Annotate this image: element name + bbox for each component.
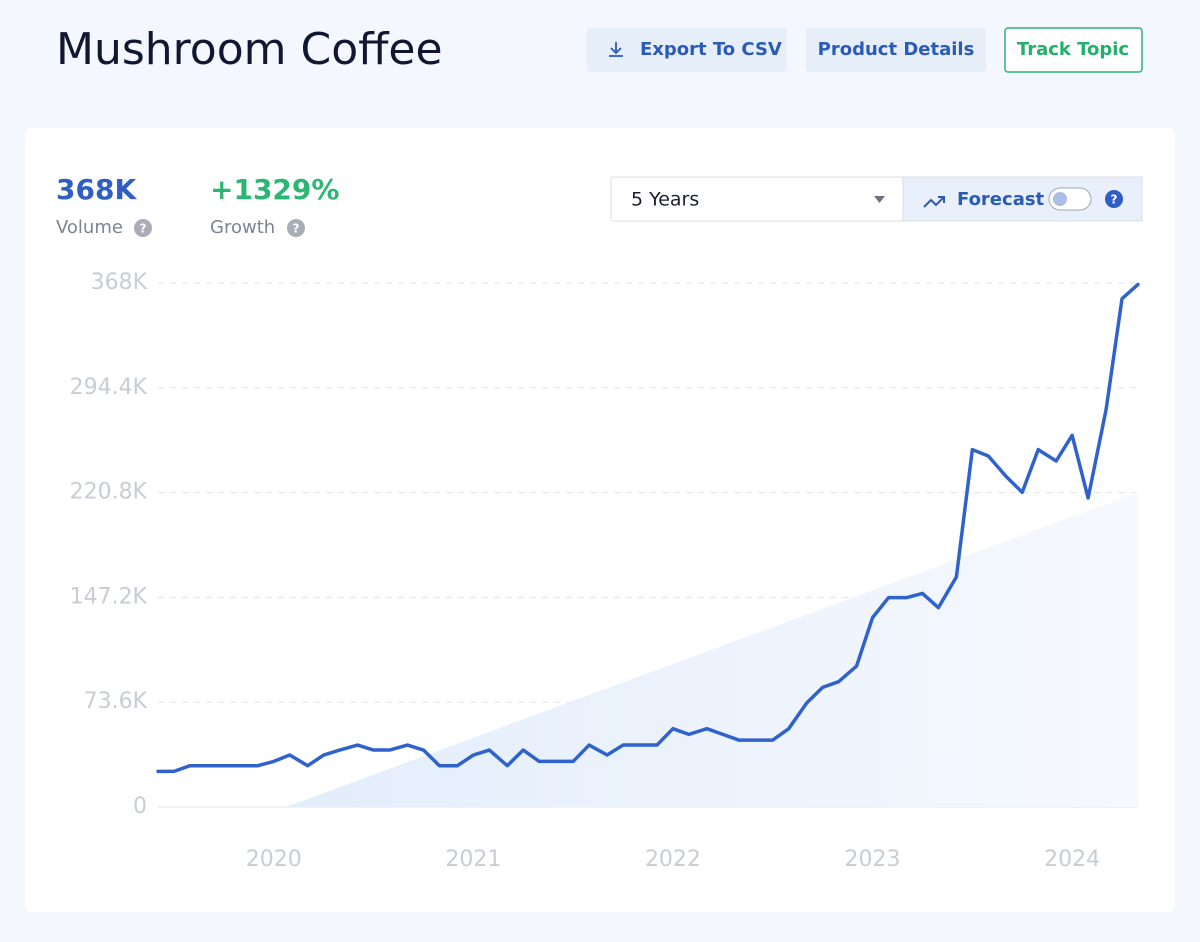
- track-button[interactable]: Track Topic: [1004, 27, 1143, 73]
- y-tick-label: 294.4K: [70, 375, 148, 400]
- trend-area: [285, 492, 1138, 807]
- x-tick-label: 2024: [1044, 847, 1100, 872]
- y-tick-label: 73.6K: [84, 689, 148, 714]
- help-icon[interactable]: [134, 219, 152, 237]
- help-glyph: ?: [1111, 193, 1118, 207]
- help-glyph: ?: [140, 222, 147, 236]
- switch-knob: [1053, 192, 1067, 206]
- button-bg: [1004, 27, 1143, 73]
- stat-value: +1329%: [210, 173, 339, 206]
- page-title: Mushroom Coffee: [56, 24, 443, 75]
- y-tick-label: 0: [133, 794, 147, 819]
- stat-label: Growth: [210, 217, 275, 238]
- range-select[interactable]: 5 Years: [610, 176, 904, 222]
- help-glyph: ?: [293, 222, 300, 236]
- y-tick-label: 147.2K: [70, 584, 148, 609]
- caret: [874, 196, 885, 203]
- select-value: 5 Years: [631, 189, 699, 211]
- x-tick-label: 2023: [845, 847, 901, 872]
- y-tick-label: 368K: [91, 270, 148, 295]
- toggle-label: Forecast: [957, 189, 1045, 210]
- details-button[interactable]: Product Details: [806, 28, 986, 72]
- help-icon[interactable]: [287, 219, 305, 237]
- forecast-toggle[interactable]: Forecast ?: [902, 176, 1143, 222]
- volume-line: [156, 282, 1140, 774]
- button-label: Track Topic: [1017, 39, 1129, 60]
- x-tick-label: 2020: [246, 847, 302, 872]
- help-icon: [1105, 190, 1123, 208]
- y-tick-label: 220.8K: [70, 480, 148, 505]
- button-label: Export To CSV: [640, 39, 782, 60]
- export-button[interactable]: Export To CSV: [587, 28, 787, 72]
- trend-icon: [923, 196, 945, 208]
- download-icon: [609, 42, 623, 57]
- stat-label: Volume: [56, 217, 123, 238]
- x-tick-label: 2022: [645, 847, 701, 872]
- button-bg: [806, 28, 986, 72]
- button-bg: [587, 28, 787, 72]
- button-label: Product Details: [818, 39, 975, 60]
- x-tick-label: 2021: [445, 847, 501, 872]
- stat-value: 368K: [56, 173, 137, 206]
